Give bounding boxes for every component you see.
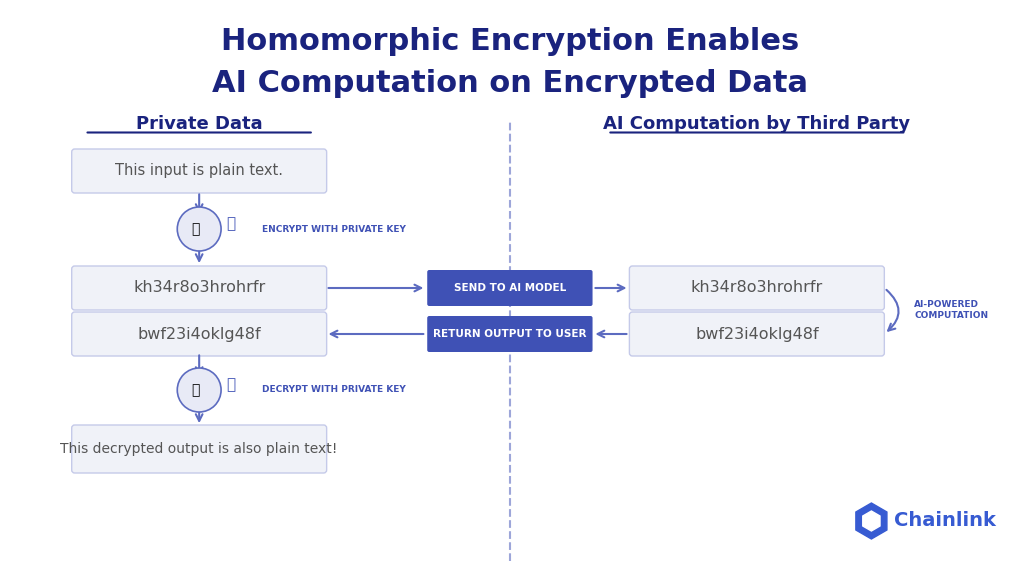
FancyBboxPatch shape xyxy=(72,266,327,310)
Text: Chainlink: Chainlink xyxy=(894,511,996,530)
Text: AI-POWERED
COMPUTATION: AI-POWERED COMPUTATION xyxy=(914,300,988,320)
Text: bwf23i4oklg48f: bwf23i4oklg48f xyxy=(137,327,261,342)
Text: SEND TO AI MODEL: SEND TO AI MODEL xyxy=(454,283,566,293)
FancyBboxPatch shape xyxy=(72,312,327,356)
FancyBboxPatch shape xyxy=(427,316,593,352)
Text: kh34r8o3hrohrfr: kh34r8o3hrohrfr xyxy=(133,281,265,295)
Text: 🔑: 🔑 xyxy=(191,222,200,236)
Text: 🔓: 🔓 xyxy=(226,377,236,392)
FancyBboxPatch shape xyxy=(427,270,593,306)
Text: bwf23i4oklg48f: bwf23i4oklg48f xyxy=(695,327,818,342)
Text: 🔒: 🔒 xyxy=(226,217,236,232)
Polygon shape xyxy=(863,511,880,531)
Polygon shape xyxy=(856,503,887,539)
Text: Homomorphic Encryption Enables: Homomorphic Encryption Enables xyxy=(221,26,799,55)
Text: This input is plain text.: This input is plain text. xyxy=(115,164,284,179)
Text: AI Computation on Encrypted Data: AI Computation on Encrypted Data xyxy=(212,70,808,98)
Text: AI Computation by Third Party: AI Computation by Third Party xyxy=(603,115,910,133)
FancyBboxPatch shape xyxy=(72,425,327,473)
Text: RETURN OUTPUT TO USER: RETURN OUTPUT TO USER xyxy=(433,329,587,339)
Text: ENCRYPT WITH PRIVATE KEY: ENCRYPT WITH PRIVATE KEY xyxy=(262,225,406,233)
FancyBboxPatch shape xyxy=(630,312,885,356)
Text: Private Data: Private Data xyxy=(136,115,262,133)
Text: This decrypted output is also plain text!: This decrypted output is also plain text… xyxy=(60,442,338,456)
Circle shape xyxy=(177,368,221,412)
FancyBboxPatch shape xyxy=(630,266,885,310)
Text: 🔑: 🔑 xyxy=(191,383,200,397)
Text: DECRYPT WITH PRIVATE KEY: DECRYPT WITH PRIVATE KEY xyxy=(262,385,406,395)
Text: kh34r8o3hrohrfr: kh34r8o3hrohrfr xyxy=(691,281,823,295)
FancyBboxPatch shape xyxy=(72,149,327,193)
Circle shape xyxy=(177,207,221,251)
